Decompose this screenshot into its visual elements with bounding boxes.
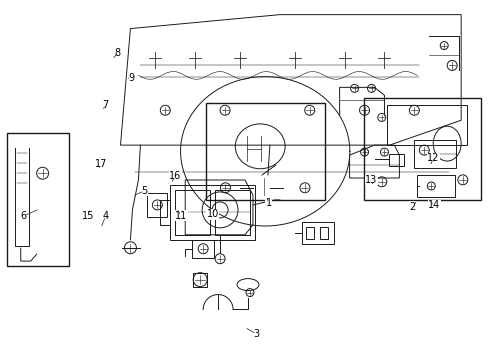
Text: 1: 1 [265, 198, 271, 208]
Text: 8: 8 [115, 48, 121, 58]
Text: 10: 10 [206, 209, 219, 219]
Bar [319, 227, 327, 239]
Bar [386, 105, 466, 145]
Text: 14: 14 [427, 200, 440, 210]
Text: 7: 7 [102, 100, 108, 110]
Bar [193, 273, 207, 287]
Bar [205, 103, 324, 200]
Text: 12: 12 [427, 153, 439, 163]
Bar [175, 190, 210, 235]
Bar [170, 185, 254, 240]
Text: 9: 9 [128, 73, 134, 83]
Bar [147, 193, 167, 217]
Text: 17: 17 [94, 159, 107, 169]
Text: 4: 4 [102, 211, 108, 221]
Bar [7, 134, 69, 266]
Text: 11: 11 [175, 211, 187, 221]
Text: 2: 2 [408, 202, 415, 212]
Text: 16: 16 [169, 171, 181, 181]
Bar [363, 98, 480, 200]
Bar [416, 175, 454, 197]
Bar [301, 222, 333, 244]
Text: 13: 13 [364, 175, 377, 185]
Bar [215, 190, 249, 235]
Text: 5: 5 [141, 186, 147, 196]
Bar [388, 154, 404, 166]
Text: 15: 15 [81, 211, 94, 221]
Text: 3: 3 [253, 329, 259, 339]
Bar [305, 227, 313, 239]
Bar [413, 140, 455, 168]
Text: 6: 6 [20, 211, 27, 221]
Bar [192, 240, 214, 258]
